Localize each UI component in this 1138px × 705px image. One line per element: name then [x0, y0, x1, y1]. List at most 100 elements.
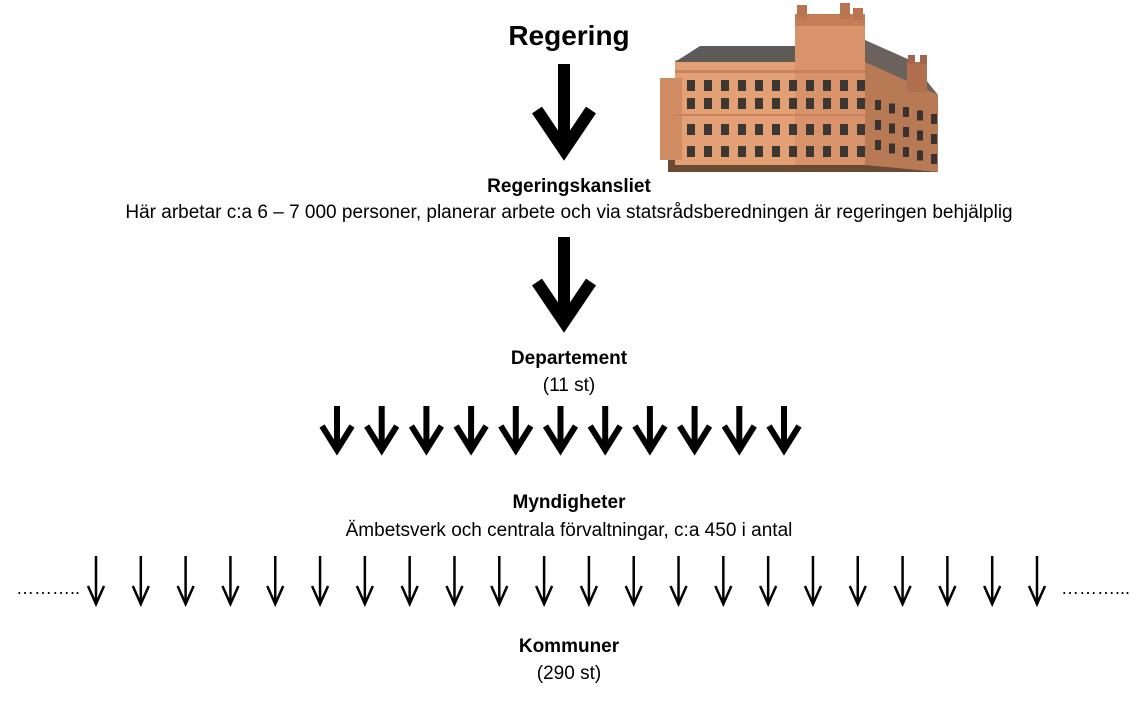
building-window: [840, 80, 848, 91]
arrow-myndighet: [221, 556, 240, 608]
arrow-myndighet: [400, 556, 419, 608]
departement-count: (11 st): [542, 375, 596, 396]
arrow-departement: [587, 406, 623, 456]
building-window: [903, 147, 909, 157]
building-window: [721, 124, 729, 135]
regeringskansliet-description: Här arbetar c:a 6 – 7 000 personer, plan…: [125, 202, 1013, 223]
arrow-myndighet: [938, 556, 957, 608]
kommuner-heading: Kommuner: [518, 636, 620, 657]
arrow-departement: [721, 406, 757, 456]
arrow-departement: [677, 406, 713, 456]
building-window: [704, 80, 712, 91]
building-window: [687, 124, 695, 135]
arrow-departement: [766, 406, 802, 456]
building-window: [931, 114, 937, 124]
building-window: [840, 124, 848, 135]
arrow-myndighet: [624, 556, 643, 608]
building-window: [903, 107, 909, 117]
arrow-myndighet: [714, 556, 733, 608]
building-window: [704, 98, 712, 109]
arrow-departement: [319, 406, 355, 456]
building-window: [687, 146, 695, 157]
building-window: [789, 80, 797, 91]
arrow-departement: [632, 406, 668, 456]
building-window: [687, 80, 695, 91]
building-window: [789, 98, 797, 109]
arrow-departement: [364, 406, 400, 456]
arrow-regering-to-kansliet: [532, 64, 596, 161]
arrow-myndighet: [176, 556, 195, 608]
building-window: [823, 80, 831, 91]
arrow-kansliet-to-departement: [532, 237, 596, 333]
arrow-myndighet: [1027, 556, 1047, 608]
myndigheter-description: Ämbetsverk och centrala förvaltningar, c…: [345, 520, 793, 541]
building-window: [755, 146, 763, 157]
arrow-myndighet: [893, 556, 912, 608]
building-window: [789, 146, 797, 157]
building-window: [687, 98, 695, 109]
arrow-departement: [542, 406, 579, 456]
ellipsis-right: ………...: [1061, 578, 1131, 598]
building-window: [840, 146, 848, 157]
building-window: [857, 124, 865, 135]
building-window: [857, 98, 865, 109]
building-window: [755, 80, 763, 91]
building-window: [875, 100, 881, 110]
building-window: [889, 143, 895, 154]
building-window: [875, 140, 881, 150]
building-window: [738, 146, 746, 157]
arrow-myndighet: [669, 556, 688, 608]
building-window: [772, 124, 780, 135]
building-window: [755, 124, 763, 135]
building-window: [823, 124, 831, 135]
building-window: [704, 146, 712, 157]
regering-title: Regering: [508, 20, 630, 51]
kommuner-count: (290 st): [536, 663, 602, 684]
building-window: [931, 154, 937, 164]
building-window: [755, 98, 763, 109]
building-window: [857, 80, 865, 91]
building-window: [806, 124, 814, 135]
arrow-departement: [453, 406, 489, 456]
building-window: [840, 98, 848, 109]
arrow-myndighet: [579, 556, 599, 608]
arrow-myndighet: [759, 556, 778, 608]
building-window: [721, 146, 729, 157]
building-window: [889, 123, 895, 134]
building-window: [772, 98, 780, 109]
building-window: [704, 124, 712, 135]
building-window: [875, 120, 881, 130]
arrow-myndighet: [131, 556, 150, 608]
building-window: [889, 103, 895, 114]
ellipsis-left: ………..: [16, 578, 81, 598]
departement-heading: Departement: [510, 348, 628, 369]
building-window: [789, 124, 797, 135]
building-window: [917, 150, 923, 161]
building-window: [857, 146, 865, 157]
arrow-departement: [498, 406, 534, 456]
building-window: [823, 146, 831, 157]
arrow-myndighet: [534, 556, 554, 608]
building-window: [738, 124, 746, 135]
building-window: [806, 98, 814, 109]
building-window: [772, 146, 780, 157]
building-window: [903, 127, 909, 137]
building-window: [917, 110, 923, 121]
building-window: [738, 98, 746, 109]
building-window: [721, 98, 729, 109]
arrow-myndighet: [848, 556, 867, 608]
arrow-myndighet: [355, 556, 374, 608]
building-window: [806, 80, 814, 91]
arrow-myndighet: [445, 556, 464, 608]
building-window: [931, 134, 937, 144]
arrow-departement: [408, 406, 444, 456]
building-window: [823, 98, 831, 109]
building-window: [721, 80, 729, 91]
regeringskansliet-heading: Regeringskansliet: [487, 176, 651, 197]
building-window: [806, 146, 814, 157]
building-window: [738, 80, 746, 91]
arrow-myndighet: [983, 556, 1002, 608]
arrow-myndighet: [86, 556, 106, 608]
myndigheter-heading: Myndigheter: [512, 492, 626, 513]
